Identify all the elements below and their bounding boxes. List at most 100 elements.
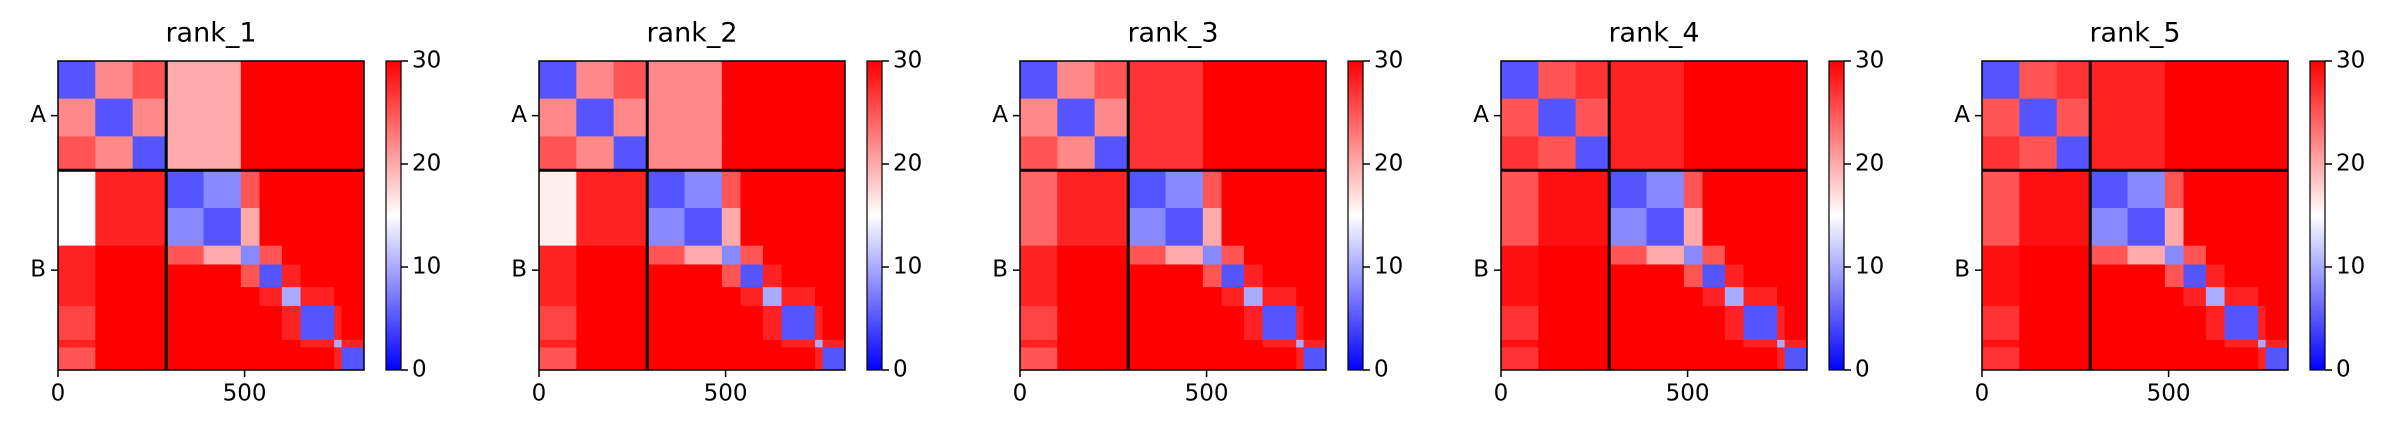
heatmap-cell: [1646, 305, 1685, 341]
heatmap-cell: [1784, 305, 1808, 341]
heatmap-cell: [341, 264, 365, 288]
heatmap-cell: [1538, 339, 1577, 348]
heatmap-cell: [1296, 287, 1305, 307]
heatmap-cell: [1128, 170, 1167, 209]
heatmap-cell: [334, 339, 343, 348]
heatmap-cell: [259, 347, 283, 371]
heatmap-cell: [2205, 305, 2226, 341]
y-tick-label: B: [1473, 257, 1489, 283]
heatmap-cell: [740, 98, 764, 137]
heatmap-cell: [2205, 207, 2226, 247]
heatmap-cell: [334, 347, 343, 371]
heatmap-cell: [721, 264, 742, 288]
heatmap-cell: [300, 170, 335, 209]
heatmap-cell: [166, 339, 205, 348]
heatmap-cell: [1683, 287, 1704, 307]
heatmap-cell: [1165, 136, 1204, 171]
heatmap-cell: [647, 170, 686, 209]
heatmap-cell: [1575, 170, 1610, 209]
panel-title: rank_2: [646, 18, 737, 49]
plot-frame: [1981, 60, 2289, 371]
heatmap-cell: [1784, 347, 1808, 371]
heatmap-cell: [58, 61, 96, 100]
x-tick-label: 0: [1494, 381, 1509, 407]
heatmap-cell: [1784, 245, 1808, 265]
heatmap-cell: [259, 98, 283, 137]
heatmap-cell: [647, 98, 686, 137]
heatmap-cell: [1777, 305, 1786, 341]
heatmap-cell: [2127, 245, 2166, 265]
heatmap-cell: [2224, 305, 2259, 341]
heatmap-cell: [647, 287, 686, 307]
colorbar: [1828, 60, 1845, 371]
heatmap-cell: [2205, 245, 2226, 265]
heatmap-cell: [1128, 347, 1167, 371]
heatmap-cell: [1743, 170, 1778, 209]
heatmap-cell: [1683, 264, 1704, 288]
heatmap-cell: [1784, 339, 1808, 348]
colorbar-tick-label: 20: [1855, 151, 1884, 177]
heatmap-cell: [2265, 136, 2289, 171]
heatmap-cell: [1303, 98, 1327, 137]
heatmap-cell: [300, 136, 335, 171]
heatmap-cell: [1683, 61, 1704, 100]
heatmap-cell: [2056, 98, 2091, 137]
colorbar-tick-label: 0: [893, 357, 908, 383]
heatmap-cell: [1165, 264, 1204, 288]
heatmap-cell: [1646, 245, 1685, 265]
heatmap-cell: [1501, 339, 1539, 348]
heatmap-cell: [684, 61, 723, 100]
heatmap-cell: [1057, 287, 1096, 307]
heatmap-cell: [1538, 98, 1577, 137]
heatmap-cell: [334, 98, 343, 137]
heatmap-cell: [334, 136, 343, 171]
heatmap-cell: [240, 170, 261, 209]
heatmap-cell: [166, 347, 205, 371]
heatmap-cell: [1057, 339, 1096, 348]
heatmap-cell: [721, 245, 742, 265]
heatmap-cell: [1296, 264, 1305, 288]
heatmap-cell: [1683, 339, 1704, 348]
heatmap-cell: [1128, 61, 1167, 100]
heatmap-cell: [1165, 287, 1204, 307]
heatmap-cell: [1296, 136, 1305, 171]
heatmap-cell: [2164, 170, 2185, 209]
heatmap-cell: [95, 339, 134, 348]
heatmap-cell: [2164, 245, 2185, 265]
heatmap-cell: [2265, 264, 2289, 288]
heatmap-cell: [1202, 245, 1223, 265]
heatmap-cell: [762, 207, 783, 247]
heatmap-cell: [539, 347, 577, 371]
heatmap-cell: [1646, 170, 1685, 209]
heatmap-cell: [2090, 207, 2129, 247]
colorbar-tick-label: 20: [1374, 151, 1403, 177]
heatmap-cell: [721, 170, 742, 209]
heatmap-cell: [1094, 245, 1129, 265]
heatmap-cell: [1243, 61, 1264, 100]
heatmap-cell: [1057, 207, 1096, 247]
heatmap-cell: [300, 245, 335, 265]
heatmap-cell: [2127, 170, 2166, 209]
heatmap-cell: [762, 245, 783, 265]
colorbar-tick-label: 10: [1855, 254, 1884, 280]
x-tick-label: 500: [223, 381, 267, 407]
heatmap-cell: [1303, 207, 1327, 247]
heatmap-cell: [1296, 207, 1305, 247]
heatmap-cell: [334, 287, 343, 307]
heatmap-cell: [240, 305, 261, 341]
heatmap-cell: [1303, 339, 1327, 348]
heatmap-cell: [203, 136, 242, 171]
heatmap-cell: [1202, 136, 1223, 171]
heatmap-cell: [1575, 245, 1610, 265]
heatmap-cell: [2127, 339, 2166, 348]
heatmap-cell: [1094, 207, 1129, 247]
colorbar-tick-label: 0: [1374, 357, 1389, 383]
heatmap-cell: [647, 339, 686, 348]
heatmap-cell: [300, 339, 335, 348]
heatmap-cell: [2090, 287, 2129, 307]
heatmap-cell: [576, 339, 615, 348]
heatmap-cell: [281, 98, 302, 137]
heatmap-cell: [1743, 305, 1778, 341]
heatmap-cell: [166, 61, 205, 100]
